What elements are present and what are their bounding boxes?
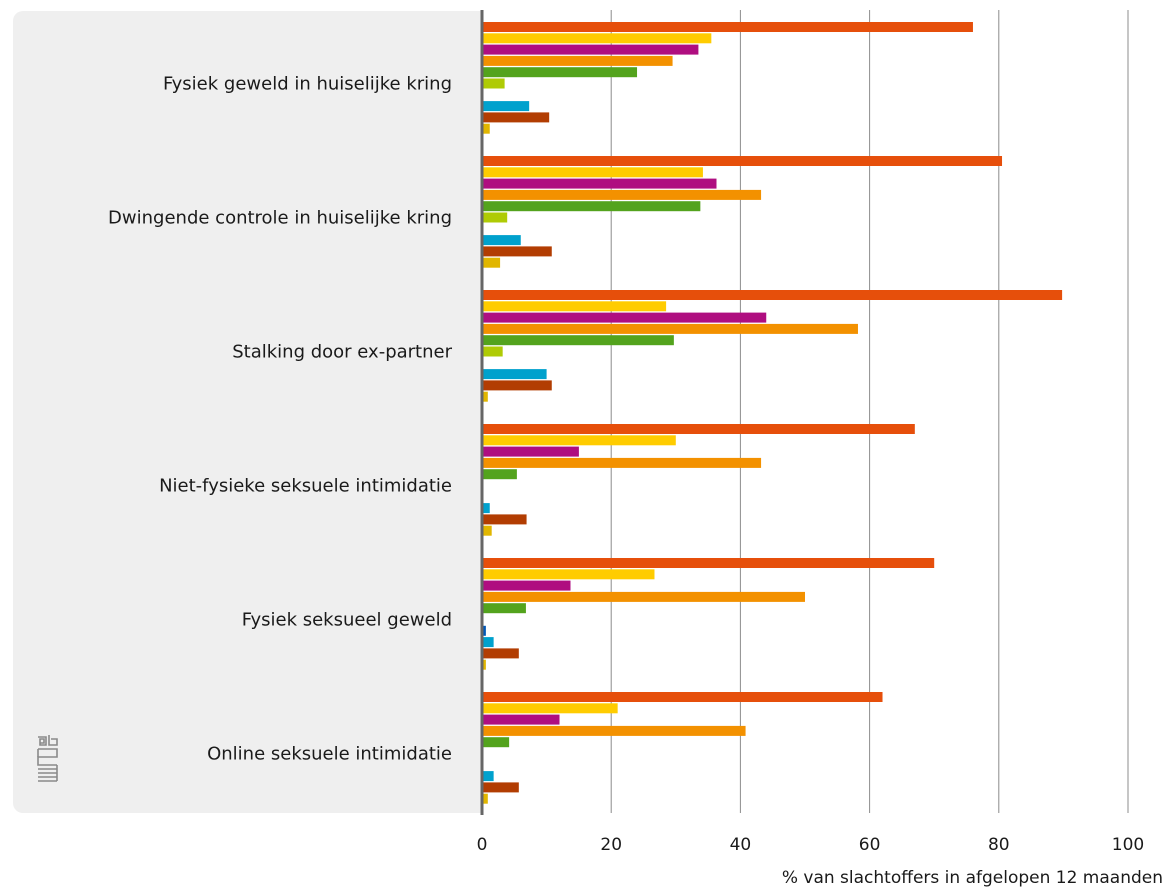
- x-tick-label: 0: [477, 835, 488, 855]
- bar-0-7: [482, 101, 530, 112]
- bar-4-6: [482, 625, 486, 636]
- bar-0-9: [482, 123, 490, 134]
- bar-5-9: [482, 793, 488, 804]
- bar-1-3: [482, 189, 762, 200]
- bar-5-4: [482, 737, 510, 748]
- x-tick-label: 20: [600, 835, 622, 855]
- bar-4-2: [482, 580, 571, 591]
- bar-4-3: [482, 591, 805, 602]
- category-label: Fysiek seksueel geweld: [242, 610, 452, 631]
- bar-0-5: [482, 78, 505, 89]
- cbs-logo-icon: [37, 735, 58, 782]
- x-axis-title: % van slachtoffers in afgelopen 12 maand…: [782, 868, 1163, 888]
- bar-5-3: [482, 725, 746, 736]
- bar-5-8: [482, 782, 519, 793]
- bar-1-5: [482, 212, 508, 223]
- category-label: Fysiek geweld in huiselijke kring: [163, 74, 452, 95]
- bar-4-1: [482, 569, 655, 580]
- bar-2-9: [482, 391, 488, 402]
- bar-0-8: [482, 112, 550, 123]
- bar-5-7: [482, 771, 494, 782]
- category-label-panel: [13, 11, 481, 813]
- x-tick-label: 40: [730, 835, 752, 855]
- bar-5-1: [482, 703, 618, 714]
- bar-5-2: [482, 714, 560, 725]
- x-tick-label: 80: [988, 835, 1010, 855]
- category-label: Dwingende controle in huiselijke kring: [108, 208, 452, 229]
- bar-2-5: [482, 346, 503, 357]
- bar-3-4: [482, 469, 517, 480]
- x-tick-label: 100: [1112, 835, 1144, 855]
- bar-1-2: [482, 178, 717, 189]
- bar-3-3: [482, 457, 762, 468]
- category-label: Online seksuele intimidatie: [207, 744, 452, 765]
- bar-2-8: [482, 380, 552, 391]
- bar-0-4: [482, 67, 638, 78]
- bar-2-7: [482, 369, 547, 380]
- bar-3-9: [482, 525, 492, 536]
- bar-5-0: [482, 692, 883, 702]
- bar-3-8: [482, 514, 527, 525]
- bar-2-3: [482, 323, 858, 334]
- bar-4-7: [482, 637, 494, 648]
- bar-1-8: [482, 246, 552, 257]
- bar-1-1: [482, 167, 703, 178]
- bar-0-2: [482, 44, 699, 55]
- bar-3-1: [482, 435, 676, 446]
- bar-0-0: [482, 22, 973, 32]
- category-label: Niet-fysieke seksuele intimidatie: [159, 476, 452, 497]
- category-label: Stalking door ex-partner: [232, 342, 452, 363]
- bar-1-9: [482, 257, 501, 268]
- bar-1-7: [482, 235, 521, 246]
- bar-3-0: [482, 424, 915, 434]
- bar-0-1: [482, 33, 712, 44]
- bar-4-4: [482, 603, 526, 614]
- bar-1-4: [482, 201, 701, 212]
- bar-1-0: [482, 156, 1003, 166]
- bar-4-9: [482, 659, 486, 670]
- bar-0-3: [482, 55, 673, 66]
- bar-3-7: [482, 503, 490, 514]
- bar-2-0: [482, 290, 1063, 300]
- bar-4-8: [482, 648, 519, 659]
- bar-2-2: [482, 312, 767, 323]
- bar-3-2: [482, 446, 579, 457]
- bar-4-0: [482, 558, 935, 568]
- x-tick-label: 60: [859, 835, 881, 855]
- bar-2-1: [482, 301, 667, 312]
- bar-2-4: [482, 335, 674, 346]
